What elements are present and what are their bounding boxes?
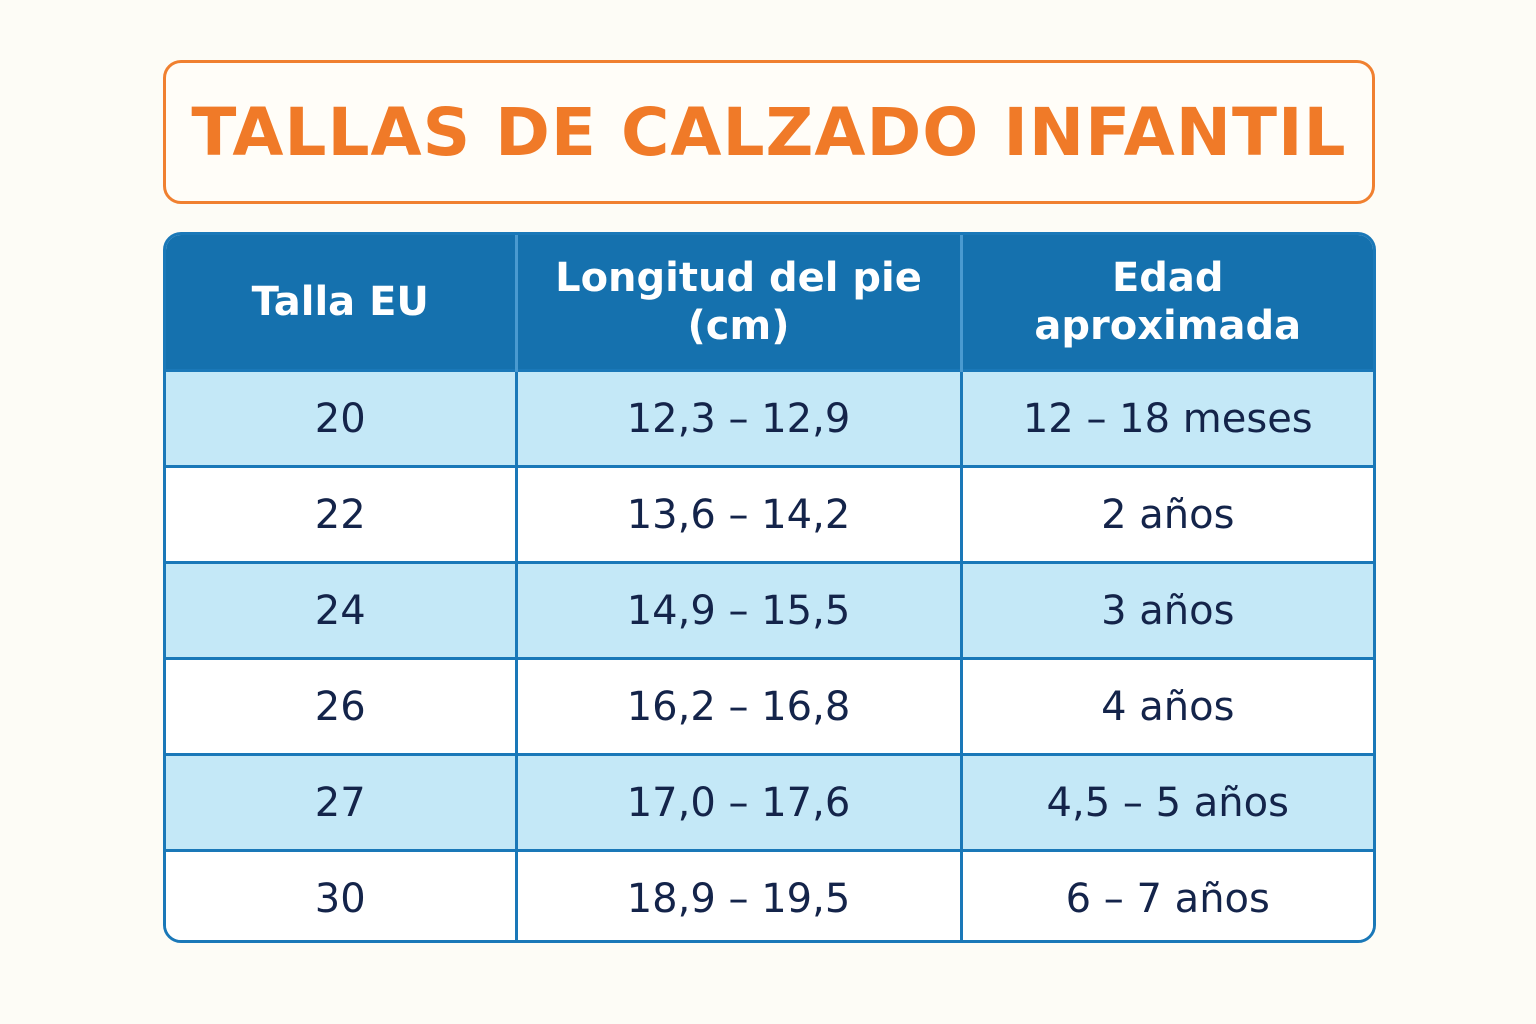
- cell-edad: 2 años: [959, 465, 1373, 563]
- header-edad-aproximada: Edad aproximada: [959, 235, 1373, 371]
- cell-longitud: 18,9 – 19,5: [514, 849, 961, 940]
- cell-edad: 12 – 18 meses: [959, 369, 1373, 467]
- cell-talla: 27: [166, 753, 516, 851]
- table-body: 20 12,3 – 12,9 12 – 18 meses 22 13,6 – 1…: [166, 369, 1373, 940]
- size-table-container: Talla EU Longitud del pie (cm) Edad apro…: [163, 232, 1376, 943]
- cell-talla: 24: [166, 561, 516, 659]
- header-row: Talla EU Longitud del pie (cm) Edad apro…: [166, 235, 1373, 371]
- header-talla-eu: Talla EU: [166, 235, 516, 371]
- page-title: TALLAS DE CALZADO INFANTIL: [191, 93, 1347, 171]
- cell-longitud: 14,9 – 15,5: [514, 561, 961, 659]
- table-row: 20 12,3 – 12,9 12 – 18 meses: [166, 369, 1373, 467]
- table-row: 26 16,2 – 16,8 4 años: [166, 657, 1373, 755]
- cell-edad: 3 años: [959, 561, 1373, 659]
- cell-longitud: 13,6 – 14,2: [514, 465, 961, 563]
- title-banner: TALLAS DE CALZADO INFANTIL: [163, 60, 1375, 204]
- cell-talla: 22: [166, 465, 516, 563]
- cell-edad: 4 años: [959, 657, 1373, 755]
- cell-talla: 20: [166, 369, 516, 467]
- cell-edad: 6 – 7 años: [959, 849, 1373, 940]
- cell-talla: 30: [166, 849, 516, 940]
- table-row: 30 18,9 – 19,5 6 – 7 años: [166, 849, 1373, 940]
- table-header: Talla EU Longitud del pie (cm) Edad apro…: [166, 235, 1373, 371]
- cell-talla: 26: [166, 657, 516, 755]
- cell-longitud: 12,3 – 12,9: [514, 369, 961, 467]
- header-longitud-pie: Longitud del pie (cm): [514, 235, 961, 371]
- table-row: 22 13,6 – 14,2 2 años: [166, 465, 1373, 563]
- cell-longitud: 16,2 – 16,8: [514, 657, 961, 755]
- cell-longitud: 17,0 – 17,6: [514, 753, 961, 851]
- table-row: 27 17,0 – 17,6 4,5 – 5 años: [166, 753, 1373, 851]
- size-table: Talla EU Longitud del pie (cm) Edad apro…: [166, 235, 1373, 940]
- cell-edad: 4,5 – 5 años: [959, 753, 1373, 851]
- table-row: 24 14,9 – 15,5 3 años: [166, 561, 1373, 659]
